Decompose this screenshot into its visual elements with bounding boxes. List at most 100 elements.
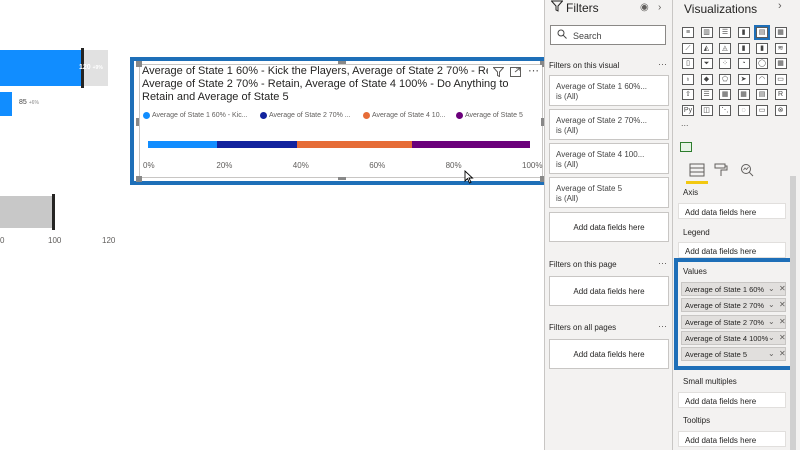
map-icon[interactable]: ♁	[682, 73, 694, 85]
filter-card[interactable]: Average of State 5 is (All)	[549, 177, 669, 208]
add-data-fields-drop-zone[interactable]: Add data fields here	[549, 339, 669, 369]
resize-handle[interactable]	[540, 176, 546, 182]
value-field-chip[interactable]: Average of State 4 100% ⌄ ✕	[681, 330, 786, 345]
fields-tab-icon[interactable]	[689, 163, 705, 180]
qa-icon[interactable]: ◌	[737, 104, 750, 116]
bar-segment[interactable]	[216, 141, 297, 148]
gauge-icon[interactable]: ◠	[756, 73, 768, 85]
more-visuals-icon[interactable]: ...	[681, 118, 689, 128]
ribbon-chart-icon[interactable]: ≋	[774, 42, 787, 54]
bar-segment[interactable]	[148, 141, 217, 148]
azure-map-icon[interactable]: ➤	[737, 73, 750, 85]
stacked-column-chart-icon[interactable]: ▥	[700, 27, 713, 38]
bar-segment[interactable]	[411, 141, 530, 148]
area-chart-icon[interactable]: ◭	[700, 42, 713, 54]
resize-handle[interactable]	[541, 118, 544, 126]
chevron-down-icon[interactable]: ⌄	[768, 284, 775, 293]
matrix-icon[interactable]: ▦	[737, 89, 750, 100]
more-options-icon[interactable]: ⋯	[658, 321, 667, 331]
legend-item[interactable]: Average of State 5	[456, 112, 523, 119]
filter-card[interactable]: Average of State 2 70%... is (All)	[549, 109, 669, 140]
resize-handle[interactable]	[540, 61, 546, 67]
selected-visual-highlight[interactable]	[130, 57, 550, 185]
line-clustered-column-chart-icon[interactable]: ▮	[756, 42, 768, 54]
paginated-report-icon[interactable]: ⊗	[774, 104, 787, 116]
analytics-magnifier-icon[interactable]	[740, 163, 754, 180]
smart-narrative-icon[interactable]: ▭	[756, 104, 768, 116]
line-column-chart-icon[interactable]: ▮	[737, 42, 750, 54]
legend-item[interactable]: Average of State 4 10...	[363, 112, 445, 119]
tooltips-well-drop-zone[interactable]: Add data fields here	[678, 431, 786, 447]
legend-well-drop-zone[interactable]: Add data fields here	[678, 242, 786, 258]
filter-icon[interactable]	[492, 67, 505, 80]
scatter-chart-icon[interactable]: ⁘	[719, 58, 731, 69]
stacked-area-chart-icon[interactable]: ◬	[719, 42, 731, 54]
stacked-bar-chart-icon[interactable]: ≡	[682, 27, 694, 38]
legend-item[interactable]: Average of State 1 60% - Kic...	[143, 112, 248, 119]
axis-well-drop-zone[interactable]: Add data fields here	[678, 203, 786, 219]
format-paint-roller-icon[interactable]	[714, 163, 728, 180]
chevron-down-icon[interactable]: ⌄	[768, 349, 775, 359]
resize-handle[interactable]	[338, 61, 346, 64]
chevron-down-icon[interactable]: ⌄	[768, 316, 775, 326]
filters-search-input[interactable]: Search	[550, 25, 666, 45]
slicer-icon[interactable]: ☰	[700, 89, 713, 100]
resize-handle[interactable]	[136, 176, 142, 182]
eye-icon[interactable]: ◉	[640, 2, 649, 13]
donut-chart-icon[interactable]: ◯	[756, 58, 768, 69]
small-multiples-well-drop-zone[interactable]: Add data fields here	[678, 392, 786, 408]
python-visual-icon[interactable]: Py	[682, 104, 694, 116]
remove-icon[interactable]: ✕	[779, 349, 786, 359]
multi-row-card-icon[interactable]: ▤	[756, 89, 768, 100]
decomposition-tree-icon[interactable]: ⋱	[719, 104, 731, 116]
shape-map-icon[interactable]: ⬠	[719, 73, 731, 85]
chevron-down-icon[interactable]: ⌄	[768, 332, 775, 342]
add-data-fields-drop-zone[interactable]: Add data fields here	[549, 276, 669, 306]
filter-card[interactable]: Average of State 4 100... is (All)	[549, 143, 669, 174]
value-field-chip[interactable]: Average of State 2 70% ⌄ ✕	[681, 298, 786, 313]
left-chart-bar[interactable]	[0, 92, 12, 116]
funnel-chart-icon[interactable]: ⏷	[700, 58, 713, 69]
r-visual-icon[interactable]: R	[774, 89, 787, 100]
treemap-icon[interactable]: ▦	[774, 58, 787, 69]
resize-handle[interactable]	[136, 118, 139, 126]
resize-handle[interactable]	[136, 61, 142, 67]
chevron-right-icon[interactable]: ›	[658, 2, 662, 13]
value-field-chip[interactable]: Average of State 2 70% ⌄ ✕	[681, 314, 786, 329]
filled-map-icon[interactable]: ◆	[700, 73, 713, 85]
line-chart-icon[interactable]: ⟋	[682, 42, 694, 54]
card-icon[interactable]: ▭	[774, 73, 787, 85]
pane-scrollbar[interactable]	[790, 176, 796, 450]
100-stacked-column-chart-icon[interactable]: ▦	[774, 27, 787, 38]
value-field-chip[interactable]: Average of State 5 ⌄ ✕	[681, 347, 786, 362]
value-field-chip[interactable]: Average of State 1 60% ⌄ ✕	[681, 282, 786, 296]
remove-icon[interactable]: ✕	[779, 284, 786, 293]
filter-card[interactable]: Average of State 1 60%... is (All)	[549, 75, 669, 106]
report-canvas[interactable]: 120 +9% 85 +6% 0 100 120 Average of Stat…	[0, 0, 550, 450]
waterfall-chart-icon[interactable]: ▯	[682, 58, 694, 69]
chevron-right-icon[interactable]: ›	[778, 0, 782, 12]
more-options-icon[interactable]: ⋯	[658, 59, 667, 69]
visual-title: Average of State 1 60% - Kick the Player…	[142, 65, 513, 103]
stacked-bar[interactable]	[148, 141, 530, 148]
more-options-icon[interactable]: ⋯	[658, 258, 667, 268]
focus-mode-icon[interactable]	[510, 67, 521, 80]
bar-segment[interactable]	[296, 141, 412, 148]
add-data-fields-drop-zone[interactable]: Add data fields here	[549, 212, 669, 242]
chevron-down-icon[interactable]: ⌄	[768, 300, 775, 310]
clustered-column-chart-icon[interactable]: ▮	[737, 27, 750, 38]
kpi-icon[interactable]: ⇧	[682, 89, 694, 100]
python-visual-icon[interactable]	[680, 142, 692, 152]
remove-icon[interactable]: ✕	[779, 332, 786, 342]
remove-icon[interactable]: ✕	[779, 316, 786, 326]
100-stacked-bar-chart-icon[interactable]: ▤	[754, 25, 770, 40]
more-options-icon[interactable]: ⋯	[528, 65, 539, 77]
pie-chart-icon[interactable]: ◔	[737, 58, 750, 69]
key-influencers-icon[interactable]: ◫	[700, 104, 713, 116]
resize-handle[interactable]	[338, 177, 346, 180]
table-icon[interactable]: ▦	[719, 89, 731, 100]
remove-icon[interactable]: ✕	[779, 300, 786, 310]
legend-item[interactable]: Average of State 2 70% ...	[260, 112, 351, 119]
clustered-bar-chart-icon[interactable]: ☰	[719, 27, 731, 38]
left-chart-bar[interactable]	[0, 50, 84, 86]
